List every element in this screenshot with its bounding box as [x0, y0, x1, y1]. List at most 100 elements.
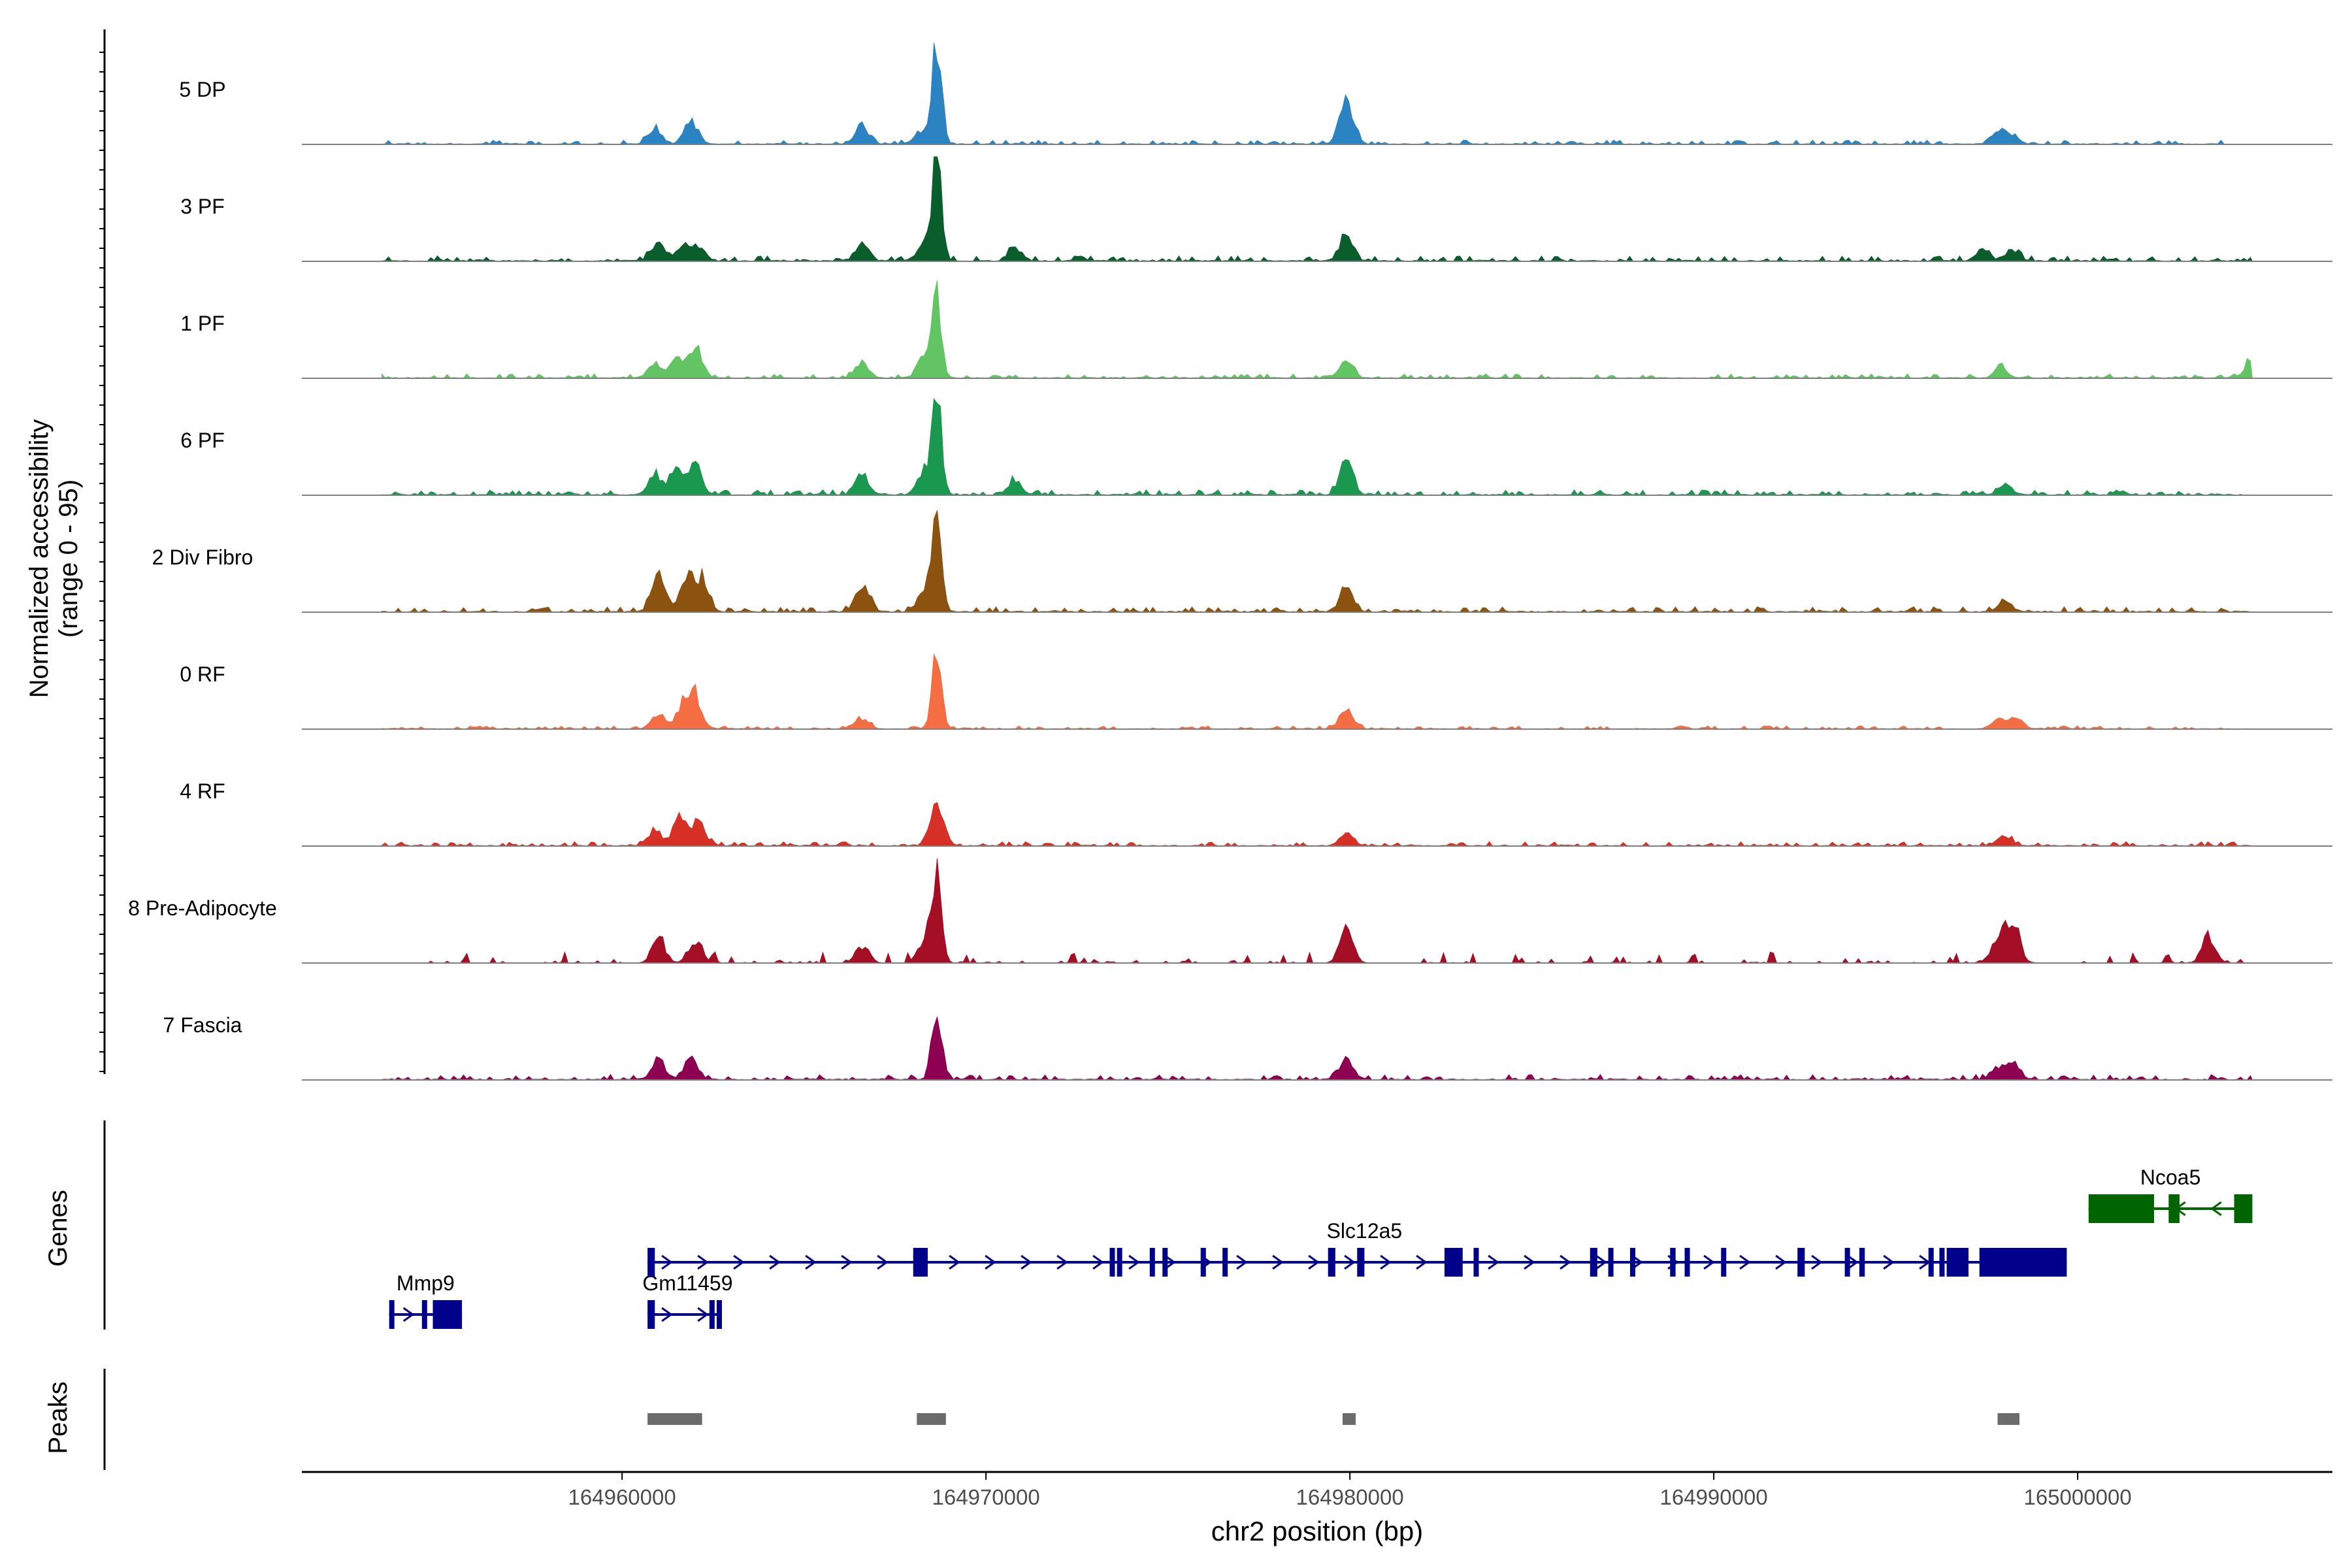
coverage-area [381, 42, 2227, 145]
coverage-area [381, 398, 2253, 496]
exon [1109, 1248, 1115, 1277]
exon [1844, 1248, 1850, 1277]
strand-arrow [1811, 1254, 1823, 1270]
strand-arrow [733, 1254, 745, 1270]
exon [1200, 1248, 1206, 1277]
exon [716, 1300, 722, 1329]
track-3-pf: 3 PF [180, 156, 2332, 262]
exon [1946, 1248, 1969, 1277]
peak-region-panel [103, 1369, 2019, 1470]
track-7-fascia: 7 Fascia [163, 1013, 2332, 1081]
exon [1357, 1248, 1365, 1277]
strand-arrow [1056, 1254, 1068, 1270]
exon [1444, 1248, 1463, 1277]
strand-arrow [1847, 1254, 1859, 1270]
strand-arrow [1236, 1254, 1248, 1270]
strand-arrow [1092, 1254, 1104, 1270]
exon [1928, 1248, 1934, 1277]
x-tick-label: 165000000 [2024, 1485, 2132, 1509]
strand-arrow [877, 1254, 889, 1270]
track-label: 1 PF [180, 312, 225, 335]
x-tick-label: 164970000 [932, 1485, 1040, 1509]
strand-arrow [1380, 1254, 1392, 1270]
strand-arrow [949, 1254, 960, 1270]
peaks-panel-label: Peaks [44, 1381, 73, 1454]
exon [1328, 1248, 1335, 1277]
strand-arrow [1775, 1254, 1787, 1270]
coverage-area [381, 510, 2253, 613]
track-label: 2 Div Fibro [152, 546, 253, 569]
gene-label: Ncoa5 [2140, 1166, 2201, 1189]
exon [1797, 1248, 1805, 1277]
peak-region [1342, 1413, 1356, 1425]
exon [421, 1300, 427, 1329]
strand-arrow [2210, 1201, 2222, 1217]
strand-arrow [841, 1254, 853, 1270]
exon [2234, 1194, 2253, 1223]
strand-arrow [1128, 1254, 1140, 1270]
strand-arrow [1524, 1254, 1535, 1270]
strand-arrow [1488, 1254, 1499, 1270]
strand-arrow [402, 1307, 415, 1322]
track-2-div-fibro: 2 Div Fibro [152, 510, 2332, 613]
strand-arrow [697, 1254, 709, 1270]
exon [2088, 1194, 2155, 1223]
track-label: 5 DP [179, 78, 225, 101]
track-6-pf: 6 PF [180, 398, 2332, 496]
track-label: 0 RF [180, 662, 225, 686]
strand-arrow [1308, 1254, 1320, 1270]
strand-arrow [985, 1254, 996, 1270]
track-5-dp: 5 DP [179, 42, 2332, 145]
x-tick-label: 164980000 [1296, 1485, 1404, 1509]
strand-arrow [1560, 1254, 1571, 1270]
x-tick-label: 164990000 [1660, 1485, 1768, 1509]
strand-arrow [697, 1307, 709, 1322]
gene-ncoa5: Ncoa5 [2088, 1166, 2253, 1223]
coverage-area [382, 858, 2253, 964]
exon [913, 1248, 928, 1277]
track-1-pf: 1 PF [180, 280, 2332, 379]
exon [1590, 1248, 1597, 1277]
strand-arrow [1416, 1254, 1428, 1270]
strand-arrow [1739, 1254, 1751, 1270]
gene-label: Gm11459 [642, 1271, 732, 1295]
exon [1979, 1248, 2067, 1277]
exon [1473, 1248, 1479, 1277]
coverage-area [381, 280, 2253, 379]
coverage-area [381, 1017, 2253, 1081]
exon [1859, 1248, 1865, 1277]
gene-slc12a5: Slc12a5 [647, 1219, 2067, 1277]
y-axis-label-line1: Normalized accessibility [25, 419, 54, 698]
exon [1684, 1248, 1690, 1277]
exon [1222, 1248, 1228, 1277]
track-4-rf: 4 RF [180, 779, 2332, 847]
coverage-tracks: 5 DP 3 PF 1 PF 6 PF 2 Div Fibro 0 RF 4 RF 8 Pre… [99, 29, 2332, 1081]
strand-arrow [805, 1254, 817, 1270]
exon [2168, 1194, 2180, 1223]
peak-region [1997, 1413, 2019, 1425]
exon [1939, 1248, 1945, 1277]
strand-arrow [1344, 1254, 1356, 1270]
track-label: 7 Fascia [163, 1013, 242, 1037]
exon [1630, 1248, 1636, 1277]
gene-gm11459: Gm11459 [642, 1271, 732, 1329]
exon [709, 1300, 715, 1329]
exon [389, 1300, 395, 1329]
coverage-area [381, 156, 2253, 262]
strand-arrow [1021, 1254, 1032, 1270]
track-label: 6 PF [180, 429, 225, 452]
strand-arrow [661, 1254, 673, 1270]
gene-label: Slc12a5 [1327, 1219, 1403, 1243]
x-axis-title: chr2 position (bp) [1211, 1516, 1424, 1546]
x-tick-label: 164960000 [568, 1485, 676, 1509]
peak-region [647, 1413, 702, 1425]
strand-arrow [769, 1254, 781, 1270]
track-label: 4 RF [180, 779, 225, 803]
exon [1149, 1248, 1155, 1277]
gene-mmp9: Mmp9 [389, 1271, 463, 1329]
track-label: 8 Pre-Adipocyte [128, 896, 277, 920]
exon [1162, 1248, 1168, 1277]
strand-arrow [1164, 1254, 1176, 1270]
strand-arrow [1883, 1254, 1895, 1270]
